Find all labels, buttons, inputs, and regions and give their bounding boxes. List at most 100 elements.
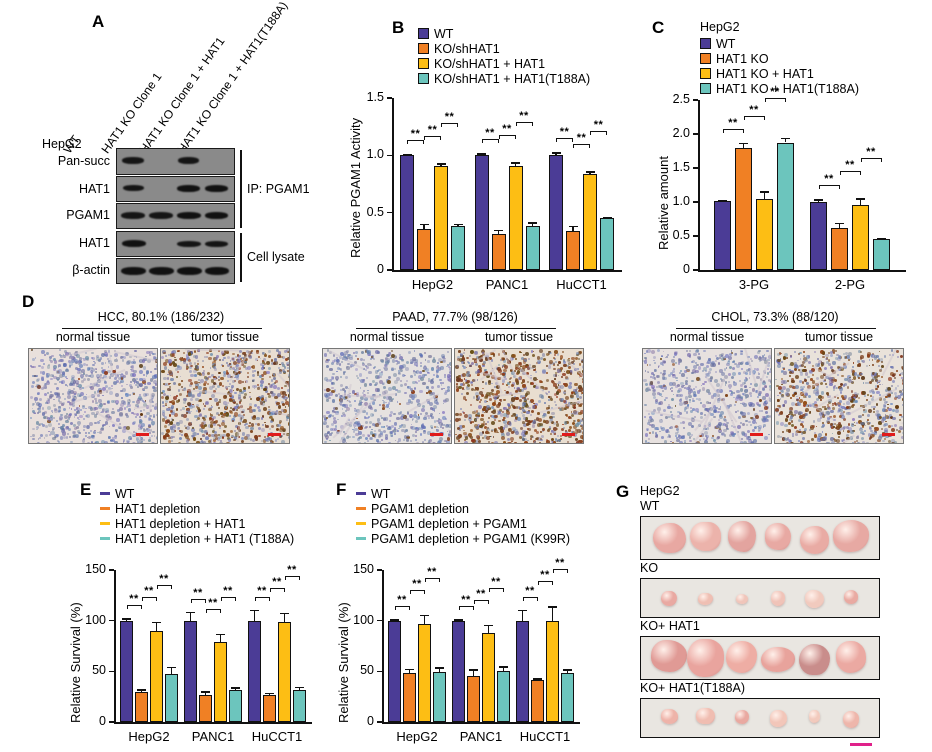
significance-marker: ** [525, 584, 535, 597]
band [149, 212, 173, 219]
ihc-image-hcc-normal [28, 348, 158, 444]
error-bar [283, 612, 286, 622]
panel-b-label: B [392, 18, 405, 37]
error-bar [566, 669, 569, 674]
panel-c-plot: 0 0.5 1.0 1.5 2.0 2.5 ** ** ** 3-PG ** ** ** 2-PG [673, 86, 906, 292]
tumor-specimen [805, 590, 824, 608]
significance-bracket [722, 128, 744, 133]
bar [756, 198, 773, 270]
bar [248, 620, 261, 722]
y-tick-mark [377, 721, 382, 723]
x-category-label: HepG2 [128, 729, 170, 744]
significance-marker: ** [540, 569, 550, 582]
panel-d-tumor-label-paad: tumor tissue [484, 330, 554, 344]
band [123, 185, 144, 191]
legend-item-wt: WT [100, 486, 294, 501]
legend-swatch-ko [700, 53, 711, 64]
significance-marker: ** [519, 110, 529, 123]
panel-g-cellline: HepG2 [640, 484, 680, 498]
band [205, 241, 228, 247]
x-category-label: HuCCT1 [519, 729, 571, 744]
tumor-specimen [696, 708, 715, 725]
y-tick-mark [693, 167, 698, 169]
legend-item-wt: WT [356, 486, 570, 501]
legend-label: KO/shHAT1 [434, 41, 500, 56]
blot-row-label-pgam1: PGAM1 [66, 208, 110, 222]
y-tick-label: 150 [353, 562, 374, 576]
panel-g-row-label-ko-hat1-t188a: KO+ HAT1(T188A) [640, 681, 746, 695]
error-bar-cap [419, 223, 429, 226]
bar [735, 147, 752, 270]
band [177, 241, 201, 247]
bar [135, 691, 148, 722]
bar [549, 155, 563, 270]
legend-label: KO/shHAT1 + HAT1 [434, 56, 546, 71]
y-tick-label: 0.5 [366, 204, 384, 219]
error-bar-cap [152, 621, 161, 624]
significance-bracket [156, 584, 172, 589]
legend-item-mutant: HAT1 KO + HAT1(T188A) [700, 81, 859, 96]
y-tick-mark [693, 99, 698, 101]
significance-marker: ** [444, 111, 455, 124]
panel-b-legend: WT KO/shHAT1 KO/shHAT1 + HAT1 KO/shHAT1 … [418, 26, 590, 86]
tumor-specimen [652, 523, 686, 554]
band [205, 212, 228, 219]
error-bar [572, 225, 574, 231]
legend-swatch-wt [418, 28, 429, 39]
scale-bar [882, 433, 895, 436]
bar [467, 676, 480, 722]
panel-d-normal-label-paad: normal tissue [349, 330, 425, 344]
legend-item-rescue: HAT1 KO + HAT1 [700, 66, 859, 81]
error-bar [170, 666, 173, 675]
significance-marker: ** [485, 127, 495, 140]
band [121, 212, 145, 219]
error-bar [838, 222, 841, 228]
y-tick-mark [693, 269, 698, 271]
error-bar-cap [469, 669, 478, 671]
tumor-specimen [771, 591, 786, 606]
legend-dash-mutant [100, 537, 110, 540]
error-bar [497, 229, 500, 235]
significance-marker: ** [461, 594, 471, 607]
panel-b-ylabel: Relative PGAM1 Activity [348, 117, 363, 258]
significance-bracket [522, 596, 538, 601]
panel-d-normal-label-chol: normal tissue [669, 330, 745, 344]
legend-label: HAT1 KO + HAT1 [716, 66, 814, 81]
error-bar-cap [528, 222, 537, 224]
scale-bar [750, 433, 763, 436]
legend-item-depletion: PGAM1 depletion [356, 501, 570, 516]
bar [777, 142, 794, 270]
significance-bracket [488, 587, 504, 592]
y-tick-mark [387, 97, 392, 99]
error-bar [859, 197, 862, 205]
significance-bracket [394, 606, 410, 611]
legend-dash-wt [356, 492, 366, 495]
panel-d-label: D [22, 292, 35, 311]
error-bar-cap [533, 677, 542, 680]
error-bar [155, 621, 158, 631]
significance-bracket [126, 605, 142, 610]
brace-lysate [240, 233, 242, 282]
error-bar-cap [856, 197, 865, 200]
ihc-image-hcc-tumor [160, 348, 290, 444]
significance-bracket [424, 577, 440, 582]
error-bar-cap [201, 691, 210, 693]
significance-bracket [473, 599, 489, 604]
band [178, 157, 199, 164]
error-bar [189, 611, 192, 621]
x-axis-line [698, 270, 906, 272]
significance-bracket [269, 587, 285, 592]
bar [434, 165, 448, 270]
error-bar [472, 669, 475, 677]
y-tick-label: 1.0 [672, 194, 690, 208]
y-tick-mark [109, 721, 114, 723]
y-tick-label: 1.5 [366, 90, 384, 104]
panel-g-row-label-wt: WT [640, 499, 660, 513]
y-tick-label: 2.0 [672, 126, 690, 140]
band [149, 267, 174, 275]
blot-hat1-lysate [116, 231, 235, 257]
y-tick-label: 0 [683, 262, 690, 276]
error-bar-cap [760, 191, 769, 193]
bar [491, 234, 506, 270]
significance-marker: ** [770, 85, 780, 98]
